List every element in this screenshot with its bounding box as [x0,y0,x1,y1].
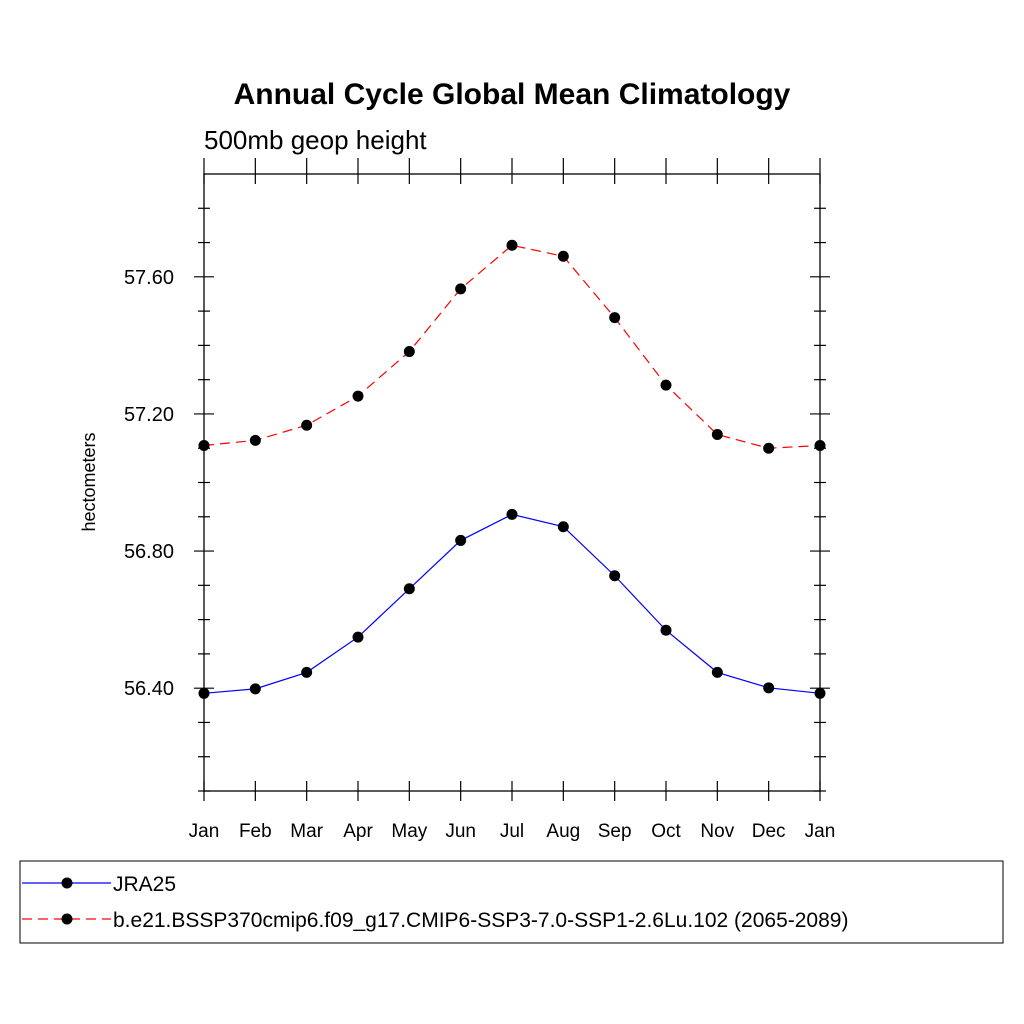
x-tick-label: Nov [700,821,734,842]
x-tick-label: Apr [343,821,373,842]
data-point [814,687,826,699]
data-point [763,682,775,694]
data-point [609,570,621,582]
data-point [557,521,569,533]
data-point [352,390,364,402]
plot-frame [203,173,821,792]
data-point [301,666,313,678]
y-axis-label: hectometers [79,432,99,531]
legend-swatch-marker-1 [61,913,73,925]
x-tick-label: Aug [546,821,580,842]
data-point [403,583,415,595]
data-point [403,346,415,358]
data-point [352,631,364,643]
data-point [198,439,210,451]
x-tick-label: Oct [651,821,681,842]
x-tick-label: Jul [500,821,524,842]
data-point [660,624,672,636]
y-tick-label: 56.80 [124,541,174,563]
y-tick-labels: 56.40 56.80 57.20 57.60 [124,267,174,700]
data-point [301,419,313,431]
data-point [455,283,467,295]
data-point [763,442,775,454]
data-point [711,429,723,441]
x-tick-label: Jan [805,821,836,842]
series-layer [198,239,826,699]
x-tick-label: Jan [189,821,220,842]
data-point [249,434,261,446]
data-point [249,683,261,695]
data-point [455,534,467,546]
series-line-1 [203,244,821,449]
data-point [660,379,672,391]
x-tick-label: Jun [445,821,476,842]
y-tick-label: 57.60 [124,267,174,289]
legend-swatch-marker-0 [61,877,73,889]
data-point [814,439,826,451]
x-tick-label: Feb [239,821,272,842]
data-point [557,250,569,262]
chart-title: Annual Cycle Global Mean Climatology [234,78,791,111]
x-tick-label: Dec [752,821,786,842]
x-tick-label: Sep [598,821,632,842]
series-line-0 [203,513,821,694]
chart-subtitle: 500mb geop height [204,125,427,155]
legend-box [19,860,1004,944]
legend-entry-label: JRA25 [113,873,176,896]
x-tick-labels: Jan Feb Mar Apr May Jun Jul Aug Sep Oct … [189,821,836,842]
x-tick-label: May [391,821,427,842]
y-tick-label: 57.20 [124,404,174,426]
data-point [711,666,723,678]
axis-ticks [194,158,830,801]
data-point [198,687,210,699]
y-tick-label: 56.40 [124,678,174,700]
data-point [609,312,621,324]
data-point [506,508,518,520]
data-point [506,239,518,251]
x-tick-label: Mar [290,821,323,842]
legend-entry-label: b.e21.BSSP370cmip6.f09_g17.CMIP6-SSP3-7.… [113,909,848,932]
legend: JRA25 b.e21.BSSP370cmip6.f09_g17.CMIP6-S… [22,873,848,932]
